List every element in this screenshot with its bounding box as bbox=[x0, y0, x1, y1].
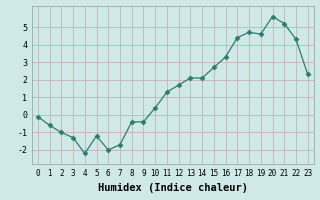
X-axis label: Humidex (Indice chaleur): Humidex (Indice chaleur) bbox=[98, 183, 248, 193]
